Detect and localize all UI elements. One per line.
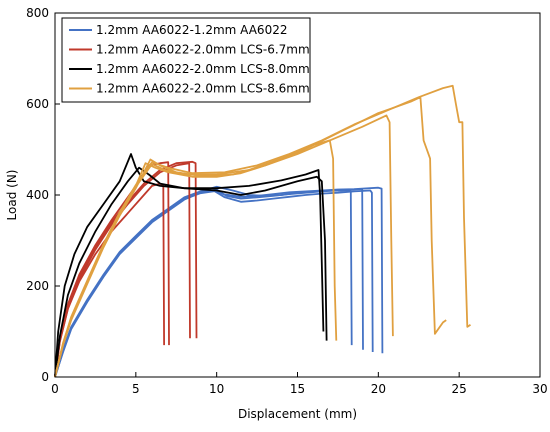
series-3-curve <box>54 153 328 378</box>
y-tick-label: 600 <box>26 97 49 111</box>
x-tick-label: 10 <box>209 382 224 396</box>
ticks-layer: 0 5 10 15 20 25 30 0 200 400 600 800 <box>26 6 548 396</box>
series-2-curve <box>54 182 165 378</box>
series-4-curve <box>54 114 394 378</box>
x-axis-label: Displacement (mm) <box>238 407 357 421</box>
legend-label: 1.2mm AA6022-2.0mm LCS-6.7mm <box>96 43 310 57</box>
series-4-curve <box>54 96 447 378</box>
legend-label: 1.2mm AA6022-1.2mm AA6022 <box>96 23 287 37</box>
y-tick-label: 200 <box>26 279 49 293</box>
legend: 1.2mm AA6022-1.2mm AA6022 1.2mm AA6022-2.… <box>61 17 311 103</box>
curves-layer <box>54 84 472 378</box>
legend-label: 1.2mm AA6022-2.0mm LCS-8.0mm <box>96 62 310 76</box>
series-3 <box>54 153 328 378</box>
y-tick-label: 0 <box>41 370 49 384</box>
legend-box <box>61 17 311 103</box>
x-tick-label: 25 <box>452 382 467 396</box>
x-tick-label: 15 <box>290 382 305 396</box>
series-2-curve <box>54 161 170 378</box>
series-4-curve <box>54 84 472 378</box>
series-4 <box>54 84 472 378</box>
y-tick-label: 400 <box>26 188 49 202</box>
x-tick-label: 0 <box>51 382 59 396</box>
legend-label: 1.2mm AA6022-2.0mm LCS-8.6mm <box>96 82 310 96</box>
x-tick-label: 5 <box>132 382 140 396</box>
x-tick-label: 30 <box>532 382 547 396</box>
y-axis-label: Load (N) <box>5 170 19 221</box>
series-1-curve <box>54 188 364 378</box>
series-1-curve <box>54 186 384 378</box>
x-tick-label: 20 <box>371 382 386 396</box>
series-3-curve <box>54 166 325 378</box>
y-tick-label: 800 <box>26 6 49 20</box>
